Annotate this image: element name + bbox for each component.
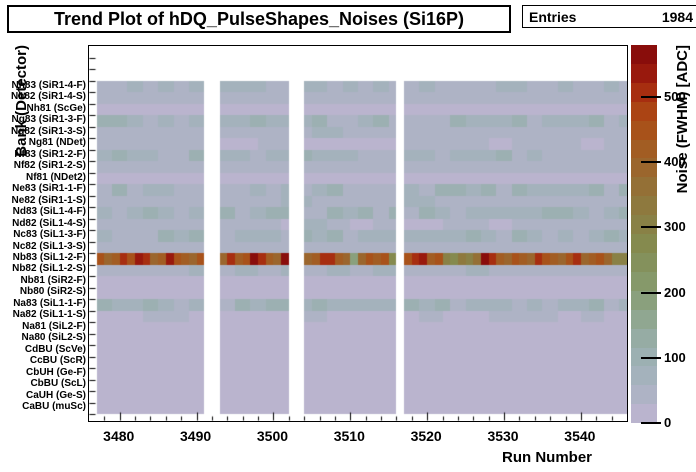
y-axis-label: CbBU (ScL) <box>30 378 86 390</box>
y-axis-label: Nb82 (SiL1-2-S) <box>12 263 86 275</box>
color-scale-band <box>631 309 657 329</box>
color-scale-tick <box>641 291 661 294</box>
y-axis-label: CdBU (ScVe) <box>24 343 86 355</box>
y-axis-label: Na82 (SiL1-1-S) <box>12 309 86 321</box>
y-axis-label: Ng81 (NDet) <box>28 137 86 149</box>
color-scale-band <box>631 139 657 159</box>
color-scale-tick-label: 400 <box>664 154 686 170</box>
x-axis-title: Run Number <box>502 449 592 466</box>
color-scale-band <box>631 290 657 310</box>
y-axis-label: Ne83 (SiR1-1-F) <box>12 183 86 195</box>
color-scale-band <box>631 196 657 216</box>
y-axis-label: Nb83 (SiL1-2-F) <box>12 251 86 263</box>
x-axis-tick-label: 3500 <box>256 428 289 444</box>
color-scale-band <box>631 101 657 121</box>
stats-box: Entries 1984 <box>522 5 696 28</box>
stats-entries-value: 1984 <box>661 8 693 25</box>
color-scale-band <box>631 215 657 235</box>
plot-title: Trend Plot of hDQ_PulseShapes_Noises (Si… <box>53 8 465 29</box>
color-scale-band <box>631 63 657 83</box>
color-scale-bar <box>631 45 657 424</box>
y-axis-label: CbUH (Ge-F) <box>26 366 86 378</box>
y-axis-label: CaBU (muSc) <box>22 401 86 413</box>
x-axis-tick-label: 3540 <box>564 428 596 444</box>
color-scale-band <box>631 328 657 348</box>
y-axis-label: Nh81 (ScGe) <box>26 102 86 114</box>
heatmap-canvas <box>89 46 627 421</box>
color-scale-band <box>631 385 657 405</box>
color-scale-band <box>631 82 657 102</box>
plot-title-box: Trend Plot of hDQ_PulseShapes_Noises (Si… <box>7 5 511 33</box>
color-scale-band <box>631 366 657 386</box>
z-axis-title: Noise (FWHM) [ADC] <box>674 45 691 194</box>
y-axis-label: Nd82 (SiL1-4-S) <box>12 217 86 229</box>
y-axis-label: CaUH (Ge-S) <box>25 389 86 401</box>
color-scale-tick <box>641 226 661 229</box>
x-axis-tick-label: 3530 <box>487 428 519 444</box>
y-axis-label: Nf83 (SiR1-2-F) <box>14 148 86 160</box>
y-axis-label: Nc83 (SiL1-3-F) <box>13 229 86 241</box>
color-scale-band <box>631 404 657 424</box>
y-axis-label: Ng82 (SiR1-3-S) <box>10 125 86 137</box>
color-scale-band <box>631 177 657 197</box>
color-scale-band <box>631 271 657 291</box>
y-axis-label: Nf81 (NDet2) <box>25 171 86 183</box>
y-axis-label: Na80 (SiL2-S) <box>21 332 86 344</box>
color-scale-band <box>631 45 657 64</box>
stats-entries-label: Entries <box>529 8 577 25</box>
color-scale-tick-label: 200 <box>664 284 686 300</box>
x-axis-tick-label: 3480 <box>103 428 135 444</box>
color-scale-tick-label: 100 <box>664 349 686 365</box>
color-scale-tick <box>641 161 661 164</box>
color-scale-band <box>631 234 657 253</box>
y-axis-label: Nb80 (SiR2-S) <box>19 286 86 298</box>
y-axis-label: Nd83 (SiL1-4-F) <box>12 206 86 218</box>
y-axis-label: Nh83 (SiR1-4-F) <box>11 79 86 91</box>
color-scale-band <box>631 252 657 272</box>
color-scale-tick <box>641 96 661 99</box>
y-axis-label: CcBU (ScR) <box>29 355 86 367</box>
y-axis-label: Na83 (SiL1-1-F) <box>13 297 86 309</box>
x-axis-tick-label: 3490 <box>180 428 212 444</box>
color-scale-tick <box>641 356 661 359</box>
x-axis-tick-label: 3520 <box>410 428 442 444</box>
plot-frame <box>88 45 628 422</box>
y-axis-label: Ne82 (SiR1-1-S) <box>11 194 86 206</box>
color-scale-tick-label: 0 <box>664 415 672 430</box>
y-axis-label: Nh82 (SiR1-4-S) <box>10 91 86 103</box>
y-axis-label: Nf82 (SiR1-2-S) <box>13 160 86 172</box>
color-scale-tick-label: 300 <box>664 219 686 235</box>
y-axis-label: Nc82 (SiL1-3-S) <box>12 240 86 252</box>
color-scale-tick-label: 500 <box>664 89 686 105</box>
y-axis-label: Na81 (SiL2-F) <box>22 320 86 332</box>
color-scale-tick <box>641 422 661 424</box>
y-axis-label: Nb81 (SiR2-F) <box>20 274 86 286</box>
y-axis-label: Ng83 (SiR1-3-F) <box>11 114 86 126</box>
color-scale-band <box>631 120 657 140</box>
x-axis-tick-label: 3510 <box>333 428 365 444</box>
